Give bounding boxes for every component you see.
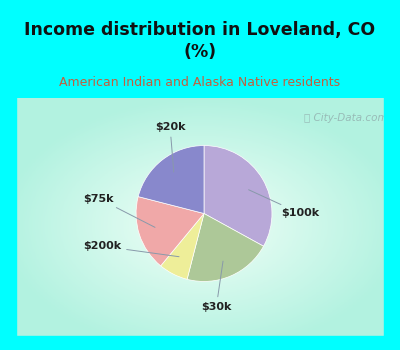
Wedge shape bbox=[204, 146, 272, 246]
Wedge shape bbox=[138, 146, 204, 214]
Wedge shape bbox=[187, 214, 264, 281]
Text: $100k: $100k bbox=[249, 190, 320, 218]
Text: ⓘ City-Data.com: ⓘ City-Data.com bbox=[304, 113, 388, 123]
Text: $200k: $200k bbox=[83, 241, 179, 257]
Wedge shape bbox=[136, 197, 204, 266]
Text: American Indian and Alaska Native residents: American Indian and Alaska Native reside… bbox=[60, 76, 340, 89]
Text: $20k: $20k bbox=[155, 121, 185, 172]
Text: $75k: $75k bbox=[84, 194, 155, 228]
Text: $30k: $30k bbox=[201, 261, 232, 312]
Text: Income distribution in Loveland, CO
(%): Income distribution in Loveland, CO (%) bbox=[24, 21, 376, 61]
Wedge shape bbox=[161, 214, 204, 279]
